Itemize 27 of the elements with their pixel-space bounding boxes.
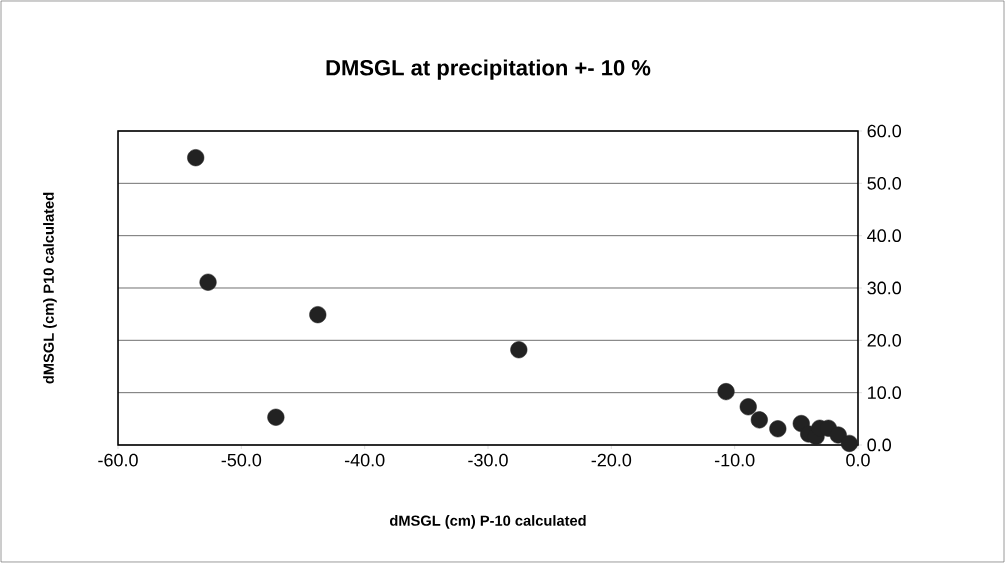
y-tick-label: 30.0 [867, 281, 902, 295]
y-tick-label: 60.0 [867, 124, 902, 138]
x-tick-label: -60.0 [98, 453, 138, 467]
y-tick-label: 20.0 [867, 333, 902, 347]
point [739, 398, 757, 416]
x-tick-label: -30.0 [468, 453, 508, 467]
x-tick-label: 0.0 [846, 453, 870, 467]
y-tick-label: 50.0 [867, 176, 902, 190]
point [769, 420, 787, 438]
point [267, 408, 285, 426]
y-axis-title: dMSGL (cm) P10 calculated [43, 192, 57, 384]
y-tick-label: 40.0 [867, 229, 902, 243]
x-tick-label: -50.0 [221, 453, 262, 467]
point [840, 434, 858, 452]
chart-title: DMSGL at precipitation +- 10 % [326, 59, 651, 80]
y-tick-label: 0.0 [867, 438, 892, 452]
x-tick-label: -10.0 [714, 453, 755, 467]
x-tick-label: -20.0 [591, 453, 632, 467]
point [510, 341, 528, 359]
point [199, 273, 217, 291]
x-tick-label: -40.0 [344, 453, 385, 467]
point [309, 306, 327, 324]
y-tick-label: 10.0 [868, 386, 902, 400]
point [717, 383, 735, 401]
point [750, 411, 768, 429]
point [187, 149, 205, 167]
x-axis-title: dMSGL (cm) P-10 calculated [389, 515, 586, 529]
